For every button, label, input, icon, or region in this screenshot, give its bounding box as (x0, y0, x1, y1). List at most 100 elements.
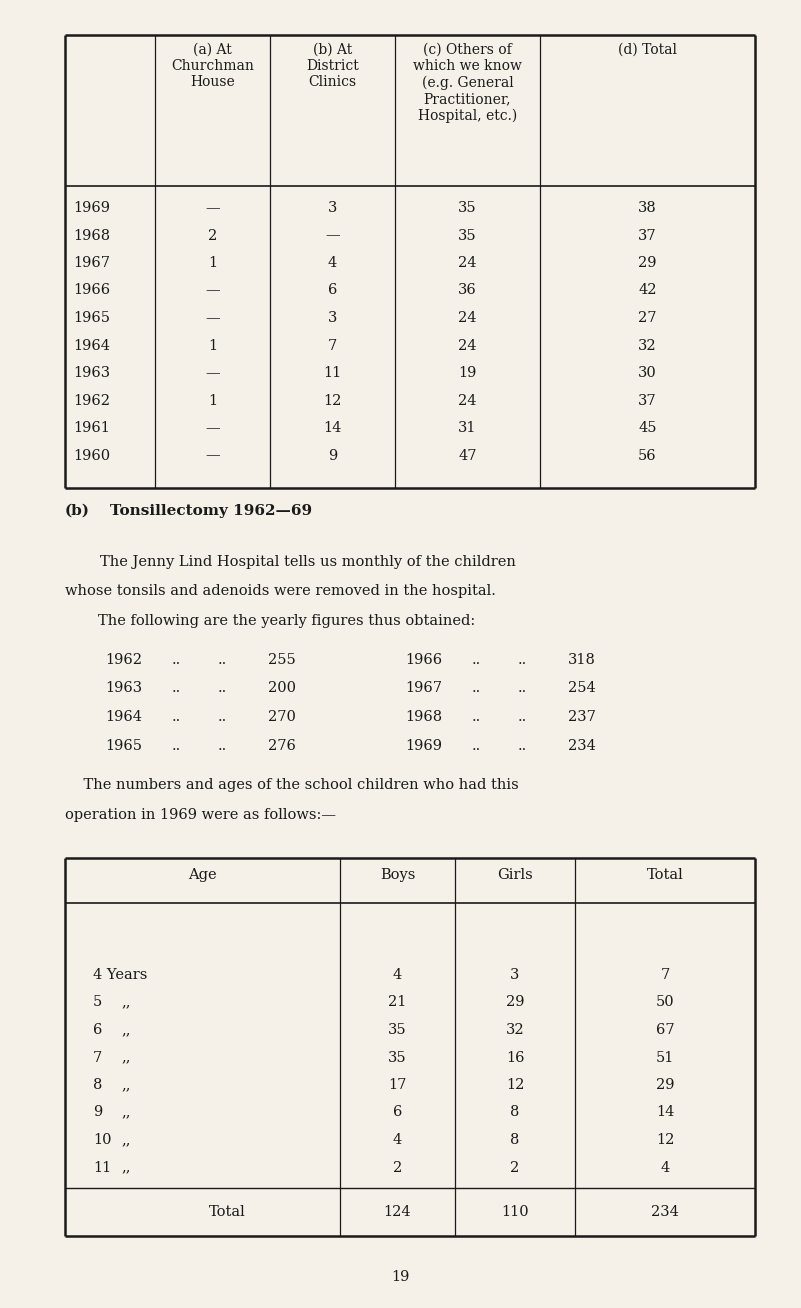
Text: 24: 24 (458, 311, 477, 324)
Text: 255: 255 (268, 653, 296, 667)
Text: 37: 37 (638, 229, 657, 242)
Text: ..: .. (218, 710, 227, 725)
Text: ,,: ,, (121, 1133, 131, 1147)
Text: 1: 1 (208, 339, 217, 352)
Text: 7: 7 (328, 339, 337, 352)
Text: ,,: ,, (121, 995, 131, 1010)
Text: 4: 4 (328, 256, 337, 269)
Text: 10: 10 (93, 1133, 111, 1147)
Text: 30: 30 (638, 366, 657, 381)
Text: Age: Age (188, 869, 217, 882)
Text: 50: 50 (656, 995, 674, 1010)
Text: 35: 35 (458, 229, 477, 242)
Text: 1960: 1960 (73, 449, 110, 463)
Text: 110: 110 (501, 1205, 529, 1219)
Text: ..: .. (472, 739, 481, 752)
Text: ..: .. (172, 653, 181, 667)
Text: ..: .. (472, 681, 481, 696)
Text: 1965: 1965 (73, 311, 110, 324)
Text: —: — (205, 284, 219, 297)
Text: ,,: ,, (121, 1160, 131, 1175)
Text: 3: 3 (510, 968, 520, 982)
Text: ..: .. (472, 653, 481, 667)
Text: Total: Total (646, 869, 683, 882)
Text: ..: .. (218, 739, 227, 752)
Text: 1968: 1968 (405, 710, 442, 725)
Text: 35: 35 (388, 1023, 407, 1037)
Text: 1966: 1966 (405, 653, 442, 667)
Text: 38: 38 (638, 201, 657, 215)
Text: whose tonsils and adenoids were removed in the hospital.: whose tonsils and adenoids were removed … (65, 585, 496, 599)
Text: 21: 21 (388, 995, 407, 1010)
Text: 3: 3 (328, 201, 337, 215)
Text: 24: 24 (458, 256, 477, 269)
Text: (d) Total: (d) Total (618, 43, 677, 58)
Text: 17: 17 (388, 1078, 407, 1092)
Text: —: — (205, 449, 219, 463)
Text: 200: 200 (268, 681, 296, 696)
Text: ..: .. (518, 653, 527, 667)
Text: (b): (b) (65, 504, 90, 518)
Text: 19: 19 (392, 1270, 409, 1284)
Text: 4: 4 (392, 1133, 402, 1147)
Text: 31: 31 (458, 421, 477, 436)
Text: Total: Total (209, 1205, 246, 1219)
Text: 12: 12 (656, 1133, 674, 1147)
Text: 3: 3 (328, 311, 337, 324)
Text: 2: 2 (392, 1160, 402, 1175)
Text: ..: .. (518, 681, 527, 696)
Text: 47: 47 (458, 449, 477, 463)
Text: 19: 19 (458, 366, 477, 381)
Text: 2: 2 (510, 1160, 520, 1175)
Text: 29: 29 (656, 1078, 674, 1092)
Text: 32: 32 (638, 339, 657, 352)
Text: 29: 29 (638, 256, 657, 269)
Text: 1964: 1964 (105, 710, 142, 725)
Text: 51: 51 (656, 1050, 674, 1065)
Text: The numbers and ages of the school children who had this: The numbers and ages of the school child… (65, 778, 519, 793)
Text: ,,: ,, (121, 1105, 131, 1120)
Text: 6: 6 (392, 1105, 402, 1120)
Text: Boys: Boys (380, 869, 415, 882)
Text: 32: 32 (505, 1023, 525, 1037)
Text: 1969: 1969 (405, 739, 442, 752)
Text: 7: 7 (660, 968, 670, 982)
Text: ..: .. (218, 653, 227, 667)
Text: 276: 276 (268, 739, 296, 752)
Text: 5: 5 (93, 995, 103, 1010)
Text: 14: 14 (324, 421, 342, 436)
Text: 56: 56 (638, 449, 657, 463)
Text: 14: 14 (656, 1105, 674, 1120)
Text: 37: 37 (638, 394, 657, 408)
Text: 1962: 1962 (73, 394, 110, 408)
Text: 1966: 1966 (73, 284, 110, 297)
Text: 1: 1 (208, 256, 217, 269)
Text: 24: 24 (458, 394, 477, 408)
Text: 12: 12 (505, 1078, 524, 1092)
Text: 11: 11 (324, 366, 341, 381)
Text: 1967: 1967 (73, 256, 110, 269)
Text: ,,: ,, (121, 1050, 131, 1065)
Text: 8: 8 (93, 1078, 103, 1092)
Text: operation in 1969 were as follows:—: operation in 1969 were as follows:— (65, 807, 336, 821)
Text: ..: .. (218, 681, 227, 696)
Text: 124: 124 (384, 1205, 411, 1219)
Text: 11: 11 (93, 1160, 111, 1175)
Text: Girls: Girls (497, 869, 533, 882)
Text: 67: 67 (656, 1023, 674, 1037)
Text: 45: 45 (638, 421, 657, 436)
Text: 4: 4 (392, 968, 402, 982)
Text: 234: 234 (651, 1205, 679, 1219)
Text: ,,: ,, (121, 1078, 131, 1092)
Text: 9: 9 (93, 1105, 103, 1120)
Text: 29: 29 (505, 995, 524, 1010)
Text: 8: 8 (510, 1105, 520, 1120)
Text: 42: 42 (638, 284, 657, 297)
Text: (b) At
District
Clinics: (b) At District Clinics (306, 43, 359, 89)
Text: (a) At
Churchman
House: (a) At Churchman House (171, 43, 254, 89)
Text: ..: .. (472, 710, 481, 725)
Text: 234: 234 (568, 739, 596, 752)
Text: 35: 35 (388, 1050, 407, 1065)
Text: 254: 254 (568, 681, 596, 696)
Text: 1: 1 (208, 394, 217, 408)
